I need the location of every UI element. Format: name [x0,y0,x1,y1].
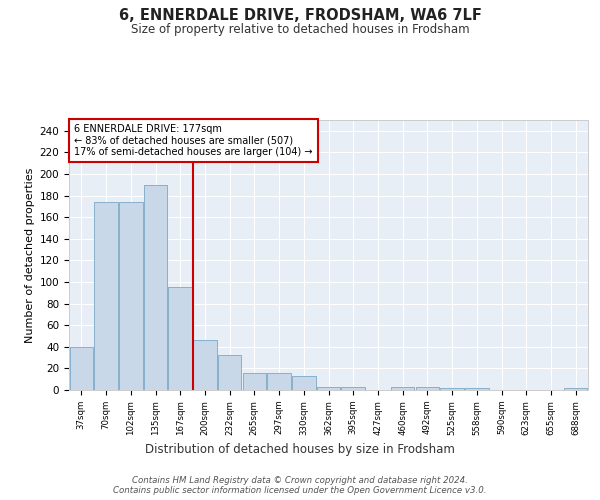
Bar [268,372,291,390]
Bar [416,387,439,390]
Bar [119,202,143,390]
Bar [440,388,464,390]
Bar [391,387,415,390]
Bar [292,376,316,390]
Bar [94,202,118,390]
Bar [341,387,365,390]
Text: 6 ENNERDALE DRIVE: 177sqm
← 83% of detached houses are smaller (507)
17% of semi: 6 ENNERDALE DRIVE: 177sqm ← 83% of detac… [74,124,313,157]
Bar [242,372,266,390]
Bar [144,185,167,390]
Bar [218,356,241,390]
Bar [317,387,340,390]
Text: 6, ENNERDALE DRIVE, FRODSHAM, WA6 7LF: 6, ENNERDALE DRIVE, FRODSHAM, WA6 7LF [119,8,481,22]
Bar [169,288,192,390]
Bar [70,347,93,390]
Text: Contains HM Land Registry data © Crown copyright and database right 2024.
Contai: Contains HM Land Registry data © Crown c… [113,476,487,495]
Bar [465,388,488,390]
Text: Size of property relative to detached houses in Frodsham: Size of property relative to detached ho… [131,22,469,36]
Text: Distribution of detached houses by size in Frodsham: Distribution of detached houses by size … [145,442,455,456]
Y-axis label: Number of detached properties: Number of detached properties [25,168,35,342]
Bar [193,340,217,390]
Bar [564,388,587,390]
